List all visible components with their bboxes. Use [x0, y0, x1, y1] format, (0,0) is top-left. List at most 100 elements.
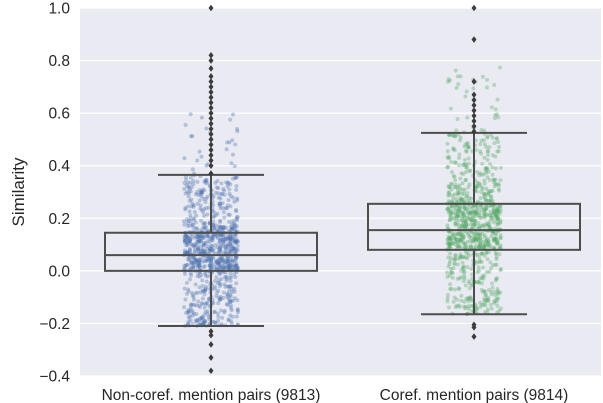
strip-point	[449, 159, 454, 164]
strip-point	[454, 212, 459, 217]
strip-point	[204, 301, 209, 306]
strip-point	[194, 319, 199, 324]
strip-point	[445, 237, 450, 242]
strip-point	[200, 235, 205, 240]
outlier-point	[471, 128, 477, 135]
strip-point	[449, 287, 454, 292]
strip-point	[230, 138, 235, 143]
strip-point	[478, 142, 483, 147]
strip-point	[212, 265, 217, 270]
strip-point	[488, 197, 493, 202]
strip-point	[473, 234, 478, 239]
strip-point	[481, 302, 486, 307]
strip-point	[232, 246, 237, 251]
strip-point	[184, 217, 189, 222]
strip-point	[466, 214, 471, 219]
strip-point	[483, 243, 488, 248]
strip-point	[485, 157, 490, 162]
strip-point	[486, 250, 491, 255]
strip-point	[495, 208, 500, 213]
strip-point	[447, 190, 452, 195]
strip-point	[448, 251, 453, 256]
strip-point	[483, 168, 488, 173]
strip-point	[205, 274, 210, 279]
strip-point	[227, 235, 232, 240]
strip-point	[191, 265, 196, 270]
strip-point	[234, 261, 239, 266]
strip-point	[183, 237, 188, 242]
strip-point	[201, 210, 206, 215]
strip-point	[446, 242, 451, 247]
strip-point	[474, 210, 479, 215]
strip-point	[458, 176, 463, 181]
outlier-point	[208, 109, 214, 117]
strip-point	[197, 260, 202, 265]
strip-point	[449, 270, 454, 275]
outlier-point	[208, 136, 214, 143]
strip-point	[457, 163, 462, 168]
strip-point	[456, 286, 461, 291]
strip-point	[467, 234, 472, 239]
strip-point	[223, 261, 228, 266]
strip-point	[196, 249, 201, 254]
strip-point	[206, 228, 211, 233]
strip-point	[453, 236, 458, 241]
strip-point	[477, 210, 482, 215]
strip-point	[186, 310, 191, 315]
strip-point	[204, 225, 209, 230]
strip-point	[226, 235, 231, 240]
strip-point	[211, 234, 216, 239]
strip-point	[457, 287, 462, 292]
strip-point	[466, 185, 471, 190]
strip-point	[228, 243, 233, 248]
strip-point	[232, 164, 237, 169]
strip-point	[204, 177, 209, 182]
strip-point	[210, 248, 215, 253]
strip-point	[483, 199, 488, 204]
strip-point	[227, 300, 232, 305]
strip-point	[455, 240, 460, 245]
strip-point	[450, 271, 455, 276]
strip-point	[219, 308, 224, 313]
strip-point	[220, 237, 225, 242]
strip-point	[197, 228, 202, 233]
strip-point	[459, 232, 464, 237]
strip-point	[480, 251, 485, 256]
outlier-point	[208, 151, 214, 159]
strip-point	[474, 260, 479, 265]
strip-point	[188, 213, 193, 218]
strip-point	[190, 243, 195, 248]
strip-point	[482, 235, 487, 240]
strip-point	[198, 203, 203, 208]
strip-point	[455, 192, 460, 197]
strip-point	[234, 217, 239, 222]
strip-point	[224, 259, 229, 264]
strip-point	[471, 238, 476, 243]
strip-point	[469, 283, 474, 288]
strip-point	[210, 234, 215, 239]
strip-point	[461, 197, 466, 202]
strip-point	[446, 199, 451, 204]
strip-point	[483, 207, 488, 212]
strip-point	[183, 207, 188, 212]
strip-point	[222, 215, 227, 220]
strip-point	[182, 238, 187, 243]
strip-point	[234, 247, 239, 252]
strip-point	[197, 149, 202, 154]
strip-point	[228, 194, 233, 199]
strip-point	[491, 210, 496, 215]
strip-point	[225, 184, 230, 189]
strip-point	[233, 263, 238, 268]
strip-point	[493, 236, 498, 241]
strip-point	[493, 212, 498, 217]
strip-point	[486, 238, 491, 243]
strip-point	[233, 234, 238, 239]
strip-point	[475, 232, 480, 237]
strip-point	[182, 156, 187, 161]
strip-point	[463, 242, 468, 247]
strip-point	[498, 235, 503, 240]
strip-point	[492, 290, 497, 295]
strip-point	[488, 215, 493, 220]
outlier-point	[208, 354, 214, 361]
strip-point	[473, 211, 478, 216]
